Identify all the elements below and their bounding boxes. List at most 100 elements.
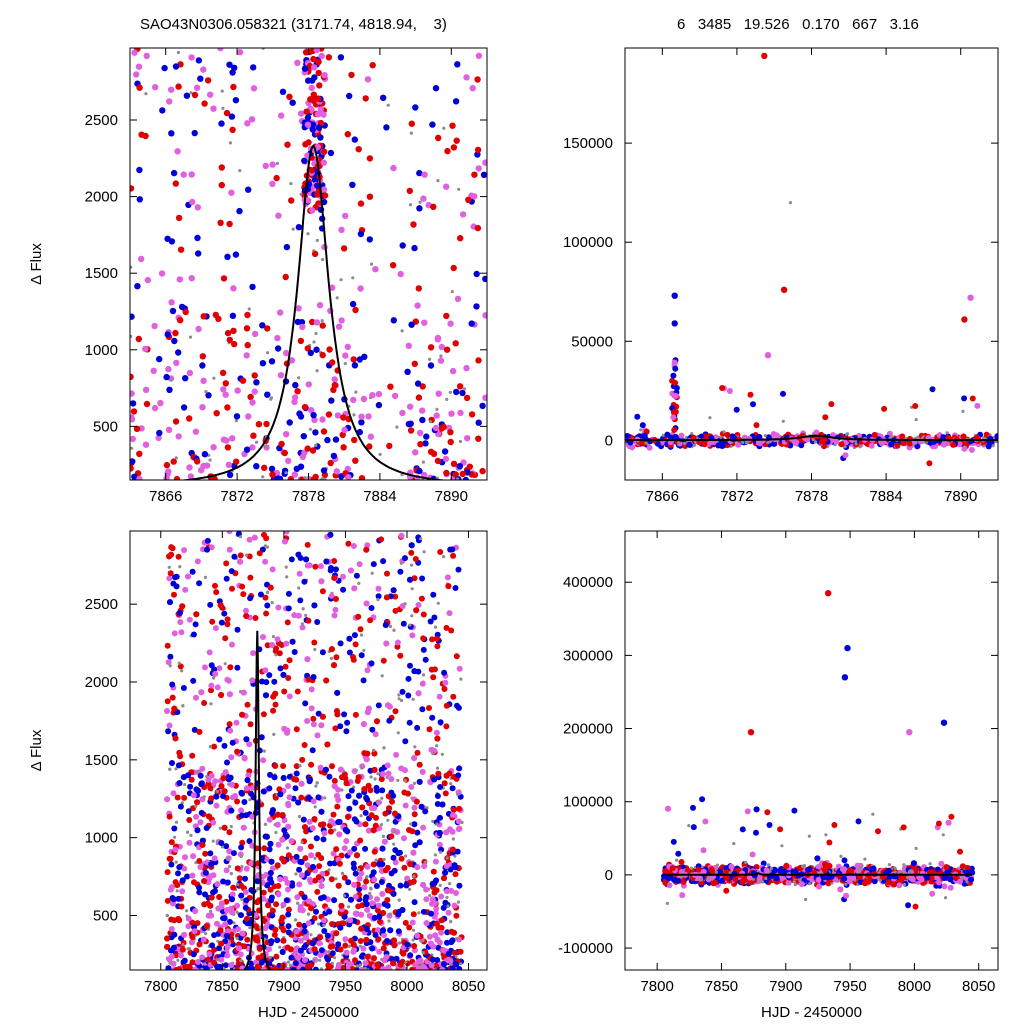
data-point <box>763 434 767 438</box>
data-point <box>443 346 451 353</box>
data-point <box>413 745 417 749</box>
data-point <box>428 746 435 753</box>
data-point <box>448 887 455 894</box>
data-point <box>311 250 319 258</box>
data-point <box>230 884 237 891</box>
data-point <box>340 586 347 593</box>
data-point <box>349 181 356 188</box>
data-point <box>277 665 284 672</box>
data-point <box>406 187 413 195</box>
data-point <box>130 334 133 339</box>
data-point <box>352 641 359 648</box>
data-point <box>402 802 409 809</box>
data-point <box>363 894 370 901</box>
data-point <box>670 372 677 379</box>
data-point <box>288 556 295 563</box>
data-point <box>414 380 422 387</box>
data-point <box>415 394 423 401</box>
data-point <box>296 881 303 888</box>
data-point <box>196 769 200 773</box>
data-point <box>181 547 188 554</box>
data-point <box>327 149 335 157</box>
data-point <box>249 813 256 820</box>
data-point <box>961 445 968 452</box>
data-point <box>438 893 445 900</box>
data-point <box>366 155 374 162</box>
data-point <box>264 325 271 332</box>
data-point <box>438 929 445 936</box>
data-point <box>165 965 172 970</box>
x-tick-label: 7878 <box>795 488 828 505</box>
data-point <box>341 845 348 852</box>
data-point <box>625 433 631 439</box>
data-point <box>358 413 365 420</box>
data-point <box>340 414 347 421</box>
data-point <box>356 792 363 799</box>
data-point <box>286 794 293 801</box>
data-point <box>374 858 378 862</box>
data-point <box>240 591 247 598</box>
data-point <box>438 850 443 854</box>
data-point <box>441 780 448 787</box>
data-point <box>348 71 355 79</box>
data-point <box>416 958 422 965</box>
data-point <box>687 824 691 828</box>
data-point <box>299 323 306 331</box>
data-point <box>182 854 188 861</box>
data-point <box>312 958 316 962</box>
data-point <box>327 531 334 538</box>
data-point <box>300 816 307 823</box>
data-point <box>741 440 745 445</box>
data-point <box>259 360 267 367</box>
data-point <box>194 799 201 806</box>
data-point <box>320 148 328 155</box>
data-point <box>346 649 353 656</box>
data-point <box>268 894 275 901</box>
data-point <box>168 544 175 551</box>
data-point <box>261 464 268 471</box>
data-point <box>334 877 338 881</box>
data-point <box>365 705 372 712</box>
data-point <box>350 396 357 404</box>
data-point <box>227 727 234 734</box>
data-point <box>403 602 407 606</box>
data-point <box>974 402 981 409</box>
data-point <box>213 802 220 809</box>
data-point <box>364 76 372 83</box>
data-point <box>138 255 145 263</box>
data-point <box>228 962 235 968</box>
data-point <box>305 77 312 84</box>
data-point <box>297 463 305 470</box>
data-point <box>463 364 470 372</box>
data-point <box>298 859 305 865</box>
data-point <box>244 341 251 349</box>
data-point <box>675 850 682 857</box>
data-point <box>391 867 398 874</box>
data-point <box>410 849 417 856</box>
data-point <box>448 410 455 417</box>
data-point <box>307 843 314 850</box>
data-point <box>459 962 463 966</box>
data-point <box>397 568 404 575</box>
data-point <box>353 572 360 579</box>
data-point <box>320 186 328 193</box>
data-point <box>671 392 678 399</box>
data-point <box>423 886 430 893</box>
data-point <box>277 966 284 970</box>
data-point <box>369 945 376 952</box>
data-point <box>671 359 678 366</box>
data-point <box>266 672 273 679</box>
data-point <box>180 774 187 781</box>
data-point <box>419 939 423 943</box>
data-point <box>229 891 236 898</box>
data-point <box>174 820 179 824</box>
data-point <box>482 275 487 283</box>
data-point <box>241 943 248 950</box>
data-point <box>240 689 247 696</box>
data-point <box>203 575 207 580</box>
data-point <box>854 442 858 446</box>
data-point <box>175 870 181 877</box>
data-point <box>463 74 470 81</box>
data-point <box>431 666 438 673</box>
data-point <box>282 273 289 281</box>
